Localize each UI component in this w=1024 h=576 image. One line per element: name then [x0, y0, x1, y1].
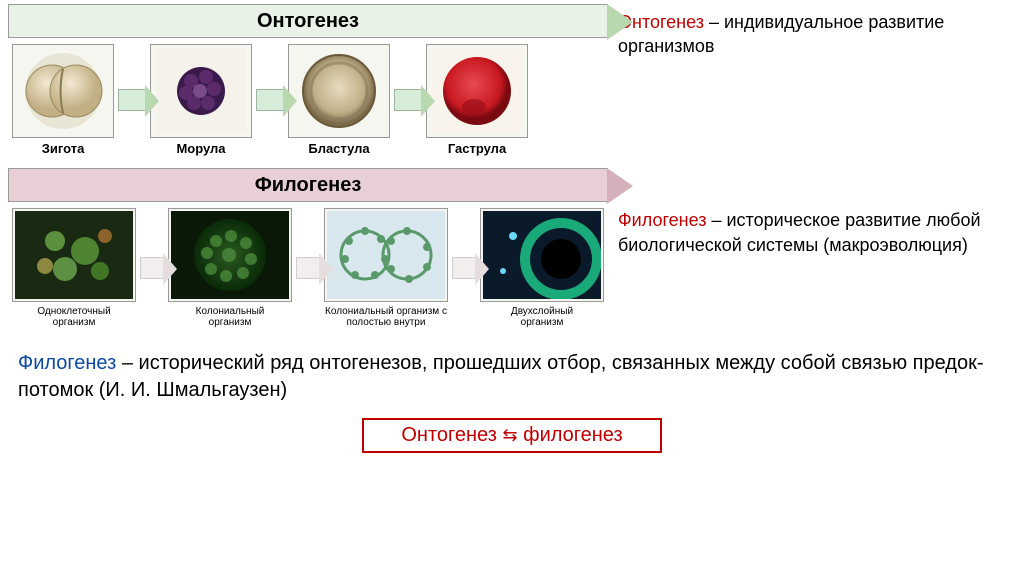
colonial-label: Колониальный организм [196, 306, 265, 328]
stage-bilayer: Двухслойный организм [480, 208, 604, 328]
arrow-icon [118, 89, 146, 111]
stage-morula: Морула [150, 44, 252, 156]
unicellular-label: Одноклеточный организм [37, 306, 110, 328]
zygote-image [12, 44, 114, 138]
arrow-icon [256, 89, 284, 111]
ontogenesis-stages: Зигота [8, 38, 608, 160]
phylogenesis-term: Филогенез [618, 210, 706, 230]
colonial-cavity-label: Колониальный организм с полостью внутри [325, 306, 447, 328]
zygote-label: Зигота [42, 142, 85, 156]
stage-unicellular: Одноклеточный организм [12, 208, 136, 328]
summary-text: Филогенез – исторический ряд онтогенезов… [8, 340, 1016, 410]
gastrula-image [426, 44, 528, 138]
relation-left: Онтогенез [401, 424, 497, 446]
morula-image [150, 44, 252, 138]
gastrula-label: Гаструла [448, 142, 506, 156]
colonial-cavity-image [324, 208, 448, 302]
phylogenesis-header-text: Филогенез [255, 174, 362, 197]
phylogenesis-stages: Одноклеточный организм [8, 202, 608, 332]
arrow-icon [296, 257, 320, 279]
phylogenesis-section: Филогенез [8, 168, 1016, 332]
stage-colonial: Колониальный организм [168, 208, 292, 328]
summary-term: Филогенез [18, 352, 116, 374]
ontogenesis-section: Онтогенез Зигота [8, 4, 1016, 160]
arrow-icon [452, 257, 476, 279]
arrow-icon [140, 257, 164, 279]
bilayer-image [480, 208, 604, 302]
bilayer-label: Двухслойный организм [511, 306, 573, 328]
stage-colonial-cavity: Колониальный организм с полостью внутри [324, 208, 448, 328]
relation-right: филогенез [523, 424, 623, 446]
ontogenesis-header-bar: Онтогенез [8, 4, 608, 38]
ontogenesis-header-arrow-icon [607, 4, 633, 40]
stage-zygote: Зигота [12, 44, 114, 156]
phylogenesis-header-bar: Филогенез [8, 168, 608, 202]
unicellular-image [12, 208, 136, 302]
stage-gastrula: Гаструла [426, 44, 528, 156]
bidirectional-arrow-icon: ⇆ [502, 425, 517, 445]
blastula-label: Бластула [308, 142, 369, 156]
relation-box: Онтогенез ⇆ филогенез [362, 418, 662, 453]
ontogenesis-header-text: Онтогенез [257, 10, 359, 33]
phylogenesis-definition: Филогенез – историческое развитие любой … [608, 168, 1008, 263]
colonial-image [168, 208, 292, 302]
ontogenesis-left: Онтогенез Зигота [8, 4, 608, 160]
morula-label: Морула [176, 142, 225, 156]
ontogenesis-definition: Онтогенез – индивидуальное развитие орга… [608, 4, 1008, 65]
phylogenesis-header-arrow-icon [607, 168, 633, 204]
summary-rest: – исторический ряд онтогенезов, прошедши… [18, 352, 984, 401]
stage-blastula: Бластула [288, 44, 390, 156]
phylogenesis-left: Филогенез [8, 168, 608, 332]
blastula-image [288, 44, 390, 138]
arrow-icon [394, 89, 422, 111]
